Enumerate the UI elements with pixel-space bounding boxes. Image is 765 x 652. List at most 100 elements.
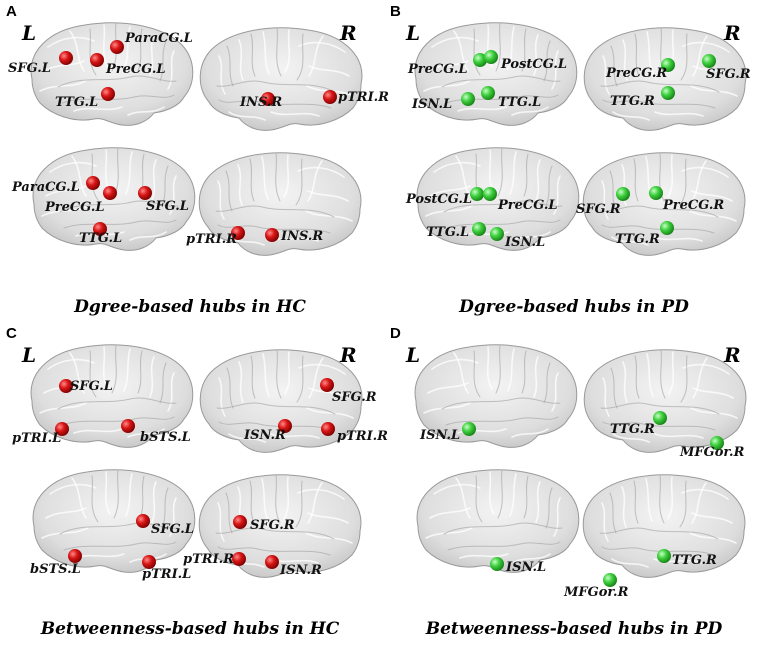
- panel-letter: D: [390, 325, 401, 342]
- hub-node-label: ParaCG.L: [11, 180, 80, 195]
- hub-node-ISN.L: [490, 557, 504, 571]
- hub-node-label: ISN.L: [505, 560, 546, 575]
- brain-left-lateral: ISN.L: [414, 343, 578, 449]
- hub-node-label: SFG.L: [70, 379, 113, 394]
- panel-caption: Dgree-based hubs in PD: [458, 297, 689, 317]
- hub-node-label: bSTS.L: [140, 430, 191, 445]
- hub-node-label: ISN.L: [411, 97, 452, 112]
- hub-node-PreCG.R: [649, 186, 663, 200]
- hub-node-ISN.R: [278, 419, 292, 433]
- hub-node-ISN.L: [462, 422, 476, 436]
- brain-right-medial: SFG.R pTRI.R ISN.R: [183, 473, 362, 579]
- brain-right-medial: SFG.R PreCG.R TTG.R: [576, 151, 746, 257]
- hub-node-label: pTRI.R: [186, 232, 237, 247]
- hub-node-label: PostCG.L: [500, 57, 567, 72]
- hemisphere-label-left: L: [405, 21, 420, 45]
- hub-node-label: PreCG.R: [662, 198, 724, 213]
- hub-node-ISN.L: [490, 227, 504, 241]
- hub-node-SFG.L: [136, 514, 150, 528]
- brain-right-lateral: SFG.R ISN.R pTRI.R: [199, 348, 388, 454]
- hub-node-MFGor.R: [710, 436, 724, 450]
- hub-node-ParaCG.L: [86, 176, 100, 190]
- hub-node-label: TTG.L: [498, 95, 541, 110]
- hub-node-SFG.R: [616, 187, 630, 201]
- brain-left-lateral: ParaCG.L SFG.L PreCG.L TTG.L: [8, 21, 194, 127]
- panel-D: DL R ISN.L TTG.R MFGor.R ISN.L TTG.R MFGor.R Bet…: [390, 325, 747, 639]
- hub-node-label: PreCG.L: [407, 62, 468, 77]
- panel-letter: A: [6, 3, 17, 20]
- brain-left-medial: ParaCG.L PreCG.L SFG.L TTG.L: [11, 146, 196, 252]
- hub-node-SFG.R: [702, 54, 716, 68]
- brain-right-medial: TTG.R MFGor.R: [563, 473, 746, 600]
- hub-node-PreCG.R: [661, 58, 675, 72]
- brain-left-medial: PostCG.L PreCG.L TTG.L ISN.L: [405, 146, 580, 252]
- hub-node-TTG.R: [657, 549, 671, 563]
- hub-node-TTG.L: [101, 87, 115, 101]
- hub-node-label: PostCG.L: [405, 192, 472, 207]
- panel-caption: Dgree-based hubs in HC: [73, 297, 306, 317]
- hub-node-label: pTRI.L: [12, 431, 61, 446]
- hub-node-TTG.L: [93, 222, 107, 236]
- hub-node-label: INS.R: [239, 95, 282, 110]
- brain-left-medial: ISN.L: [416, 468, 580, 575]
- brain-surface: [199, 26, 363, 132]
- hub-node-INS.R: [265, 228, 279, 242]
- hemisphere-label-right: R: [339, 343, 357, 367]
- hub-node-label: SFG.R: [332, 390, 377, 405]
- hemisphere-label-right: R: [723, 21, 741, 45]
- panel-caption: Betweenness-based hubs in PD: [425, 619, 723, 639]
- hub-node-SFG.L: [138, 186, 152, 200]
- hub-node-pTRI.R: [321, 422, 335, 436]
- hub-node-label: SFG.L: [151, 522, 194, 537]
- hub-node-PostCG.L: [470, 187, 484, 201]
- hub-node-label: SFG.L: [8, 61, 51, 76]
- hemisphere-label-left: L: [21, 343, 36, 367]
- hub-node-SFG.R: [233, 515, 247, 529]
- hub-node-label: MFGor.R: [563, 585, 629, 600]
- hub-node-label: PreCG.L: [497, 198, 558, 213]
- hub-node-MFGor.R: [603, 573, 617, 587]
- brain-right-lateral: INS.R pTRI.R: [199, 26, 389, 132]
- hub-node-label: TTG.L: [426, 225, 469, 240]
- hemisphere-label-right: R: [723, 343, 741, 367]
- hub-node-INS.R: [261, 92, 275, 106]
- brain-surface: [583, 348, 747, 454]
- hub-node-label: ISN.L: [419, 428, 460, 443]
- hub-node-label: ISN.R: [279, 563, 322, 578]
- hub-node-bSTS.L: [68, 549, 82, 563]
- hub-node-label: TTG.L: [55, 95, 98, 110]
- hub-node-pTRI.R: [232, 552, 246, 566]
- hub-node-label: ISN.R: [243, 428, 286, 443]
- hub-node-label: INS.R: [280, 229, 323, 244]
- hub-node-bSTS.L: [121, 419, 135, 433]
- hub-node-label: pTRI.L: [142, 567, 191, 582]
- hub-node-ISN.L: [461, 92, 475, 106]
- hub-node-SFG.L: [59, 51, 73, 65]
- hub-node-TTG.R: [661, 86, 675, 100]
- brain-left-lateral: SFG.L pTRI.L bSTS.L: [12, 343, 194, 449]
- hemisphere-label-left: L: [21, 21, 36, 45]
- hemisphere-label-right: R: [339, 21, 357, 45]
- brain-left-lateral: PreCG.L PostCG.L ISN.L TTG.L: [407, 21, 578, 127]
- brain-left-medial: SFG.L bSTS.L pTRI.L: [30, 468, 196, 582]
- hub-node-SFG.R: [320, 378, 334, 392]
- hub-node-label: TTG.R: [672, 553, 717, 568]
- brain-right-medial: pTRI.R INS.R: [186, 151, 362, 257]
- brain-surface: [416, 468, 580, 574]
- panel-caption: Betweenness-based hubs in HC: [40, 619, 340, 639]
- hub-node-label: pTRI.R: [183, 552, 234, 567]
- hub-node-ParaCG.L: [110, 40, 124, 54]
- hub-node-label: ISN.L: [504, 235, 545, 250]
- hub-node-label: pTRI.R: [337, 429, 388, 444]
- hub-node-label: SFG.L: [146, 199, 189, 214]
- hub-node-label: TTG.R: [610, 422, 655, 437]
- hub-node-pTRI.R: [323, 90, 337, 104]
- brain-right-lateral: PreCG.R SFG.R TTG.R: [583, 26, 751, 132]
- hub-node-TTG.L: [481, 86, 495, 100]
- hub-node-label: pTRI.R: [338, 90, 389, 105]
- hemisphere-label-left: L: [405, 343, 420, 367]
- hub-node-PreCG.L: [90, 53, 104, 67]
